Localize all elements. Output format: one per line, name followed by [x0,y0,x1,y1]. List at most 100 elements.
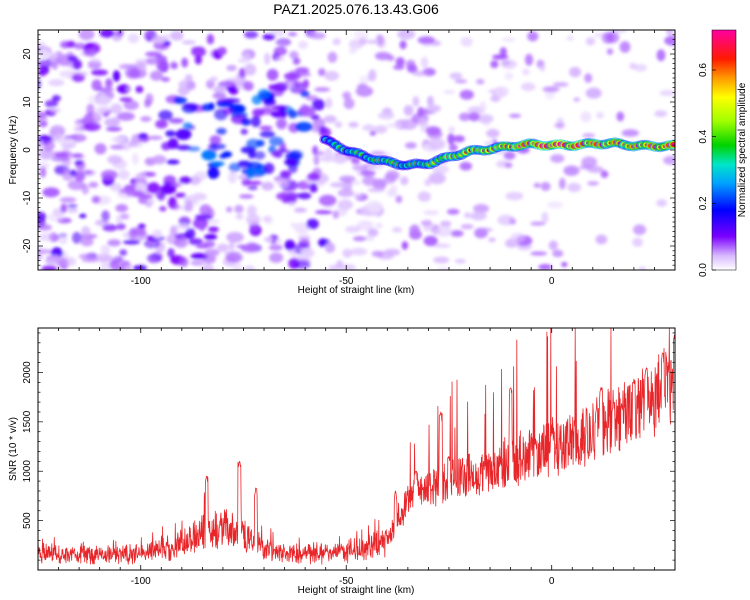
heatmap-cell [140,116,152,122]
heatmap-cell [319,126,327,134]
heatmap-cell [238,67,246,79]
heatmap-cell [295,121,313,132]
heatmap-cell [314,87,331,92]
heatmap-cell [314,210,333,215]
heatmap-cell [151,35,169,44]
heatmap-cell [262,33,276,41]
heatmap-cell [323,115,337,124]
heatmap-cell [259,125,273,131]
heatmap-cell [386,189,398,197]
heatmap-cell [448,143,458,152]
heatmap-cell [325,242,336,253]
heatmap-cell [120,260,130,267]
heatmap-cell [99,30,115,38]
heatmap-cell [112,70,121,82]
heatmap-cell [353,30,369,39]
heatmap-cell [600,170,609,178]
heatmap-cell [112,116,120,127]
heatmap-cell [334,121,343,128]
heatmap-cell [596,111,604,119]
y-tick-label: -20 [22,238,33,253]
heatmap-cell [318,194,337,207]
heatmap-cell [210,161,225,167]
heatmap-cell [204,248,220,257]
heatmap-cell [49,232,59,243]
heatmap-cell [178,256,189,268]
heatmap-cell [584,73,593,83]
heatmap-cell [212,92,227,99]
y-tick-label: 2000 [22,361,33,384]
heatmap-cell [38,111,47,120]
heatmap-cell [190,252,209,260]
x-tick-label: -100 [131,576,151,587]
heatmap-cell [175,128,192,140]
heatmap-cell [606,48,614,55]
spectrogram-ridge [319,134,675,171]
heatmap-cell [159,206,167,212]
heatmap-cell [659,89,675,97]
heatmap-cell [373,206,382,215]
heatmap-cell [633,224,647,235]
heatmap-cell [48,79,65,87]
heatmap-cell [38,59,53,69]
y-tick-label: 1000 [22,460,33,483]
snr-x-axis-label: Height of straight line (km) [298,585,415,596]
heatmap-cell [73,42,86,50]
heatmap-cell [228,162,241,173]
heatmap-cell [83,122,101,132]
heatmap-cell [120,213,130,220]
heatmap-cell [249,168,262,176]
heatmap-cell [181,57,189,68]
heatmap-cell [156,59,169,72]
heatmap-cell [327,51,338,63]
heatmap-cell [133,265,147,270]
heatmap-cell [208,226,219,233]
heatmap-cell [289,85,307,94]
heatmap-cell [294,207,307,213]
heatmap-cell [595,234,608,245]
heatmap-cell [460,224,474,230]
heatmap-cell [167,248,175,258]
heatmap-cell [194,54,202,65]
heatmap-cell [262,216,271,222]
colorbar-tick-label: 0.2 [698,196,709,210]
heatmap-cell [67,203,78,209]
heatmap-cell [207,167,220,179]
heatmap-cell [72,59,83,70]
snr-series-line [38,328,675,565]
heatmap-cell [367,72,377,82]
heatmap-cell [59,70,77,78]
heatmap-cell [376,34,384,46]
heatmap-cell [505,191,524,201]
heatmap-cell [71,153,84,158]
heatmap-cell [91,195,101,204]
heatmap-cell [370,151,386,156]
heatmap-cell [275,40,290,46]
heatmap-cell [206,33,215,45]
heatmap-cell [352,193,362,198]
heatmap-cell [275,238,282,244]
heatmap-cell [161,141,172,151]
heatmap-cell [654,110,668,118]
heatmap-cell [585,37,596,46]
colorbar-tick-label: 0.0 [698,263,709,277]
heatmap-cell [459,161,473,171]
heatmap-cell [99,263,112,270]
heatmap-cell [530,251,548,256]
heatmap-cell [212,87,226,93]
heatmap-cell [449,72,463,80]
y-tick-label: 20 [22,48,33,60]
heatmap-cell [587,181,599,186]
heatmap-cell [38,249,54,254]
heatmap-cell [313,154,320,166]
heatmap-cell [66,208,79,213]
heatmap-cell [226,206,233,213]
heatmap-cell [409,224,420,236]
heatmap-cell [247,185,258,191]
heatmap-cell [606,31,620,44]
heatmap-cell [309,183,318,193]
heatmap-cell [490,60,499,69]
heatmap-cell [458,112,471,122]
heatmap-cell [542,86,560,93]
heatmap-cell [395,195,403,204]
